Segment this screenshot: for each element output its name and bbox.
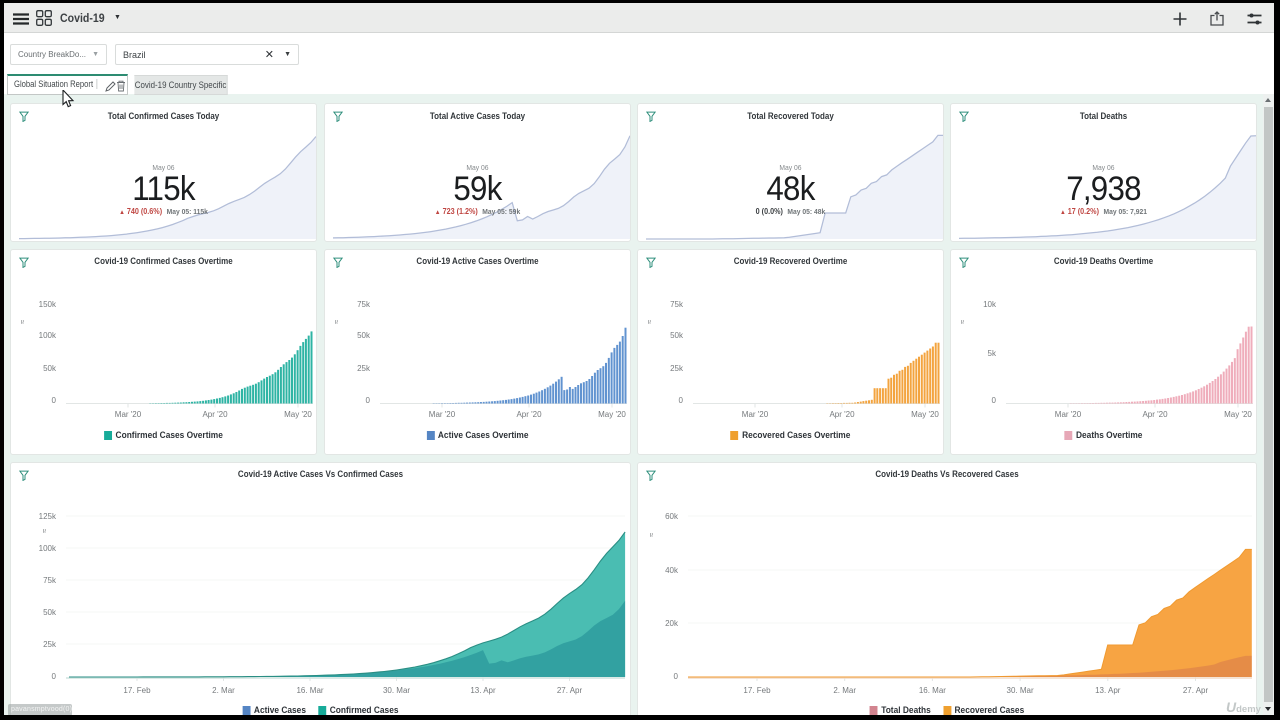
svg-text:13. Apr: 13. Apr <box>1095 686 1121 695</box>
svg-text:27. Apr: 27. Apr <box>1183 686 1209 695</box>
svg-text:10k: 10k <box>983 300 997 309</box>
svg-text:≈: ≈ <box>40 528 49 533</box>
svg-text:40k: 40k <box>665 566 679 575</box>
svg-text:0: 0 <box>52 672 57 681</box>
svg-text:75k: 75k <box>43 576 57 585</box>
svg-text:100k: 100k <box>39 544 57 553</box>
svg-text:50k: 50k <box>43 364 57 373</box>
svg-text:25k: 25k <box>43 640 57 649</box>
svg-text:30. Mar: 30. Mar <box>1007 686 1034 695</box>
svg-text:75k: 75k <box>670 300 684 309</box>
svg-text:0: 0 <box>679 396 684 405</box>
svg-text:25k: 25k <box>670 364 684 373</box>
svg-text:16. Mar: 16. Mar <box>296 686 323 695</box>
svg-text:2. Mar: 2. Mar <box>833 686 856 695</box>
svg-text:Mar '20: Mar '20 <box>742 410 769 419</box>
svg-text:17. Feb: 17. Feb <box>123 686 151 695</box>
svg-text:50k: 50k <box>670 331 684 340</box>
svg-text:0: 0 <box>674 672 679 681</box>
svg-text:50k: 50k <box>357 331 371 340</box>
svg-text:20k: 20k <box>665 619 679 628</box>
svg-text:May '20: May '20 <box>911 410 939 419</box>
svg-text:17. Feb: 17. Feb <box>743 686 771 695</box>
svg-text:Apr '20: Apr '20 <box>516 410 542 419</box>
svg-text:75k: 75k <box>357 300 371 309</box>
svg-text:May '20: May '20 <box>1224 410 1252 419</box>
svg-text:25k: 25k <box>357 364 371 373</box>
svg-text:Apr '20: Apr '20 <box>829 410 855 419</box>
svg-text:≈: ≈ <box>645 319 654 324</box>
svg-text:0: 0 <box>366 396 371 405</box>
svg-text:≈: ≈ <box>18 319 27 324</box>
svg-text:100k: 100k <box>39 331 57 340</box>
svg-text:5k: 5k <box>988 349 997 358</box>
svg-text:May '20: May '20 <box>598 410 626 419</box>
svg-text:27. Apr: 27. Apr <box>557 686 583 695</box>
svg-text:16. Mar: 16. Mar <box>919 686 946 695</box>
svg-text:Apr '20: Apr '20 <box>202 410 228 419</box>
svg-text:Mar '20: Mar '20 <box>115 410 142 419</box>
svg-text:≈: ≈ <box>332 319 341 324</box>
svg-text:150k: 150k <box>39 300 57 309</box>
svg-text:125k: 125k <box>39 512 57 521</box>
svg-text:2. Mar: 2. Mar <box>212 686 235 695</box>
svg-text:≈: ≈ <box>647 532 656 537</box>
svg-text:Mar '20: Mar '20 <box>429 410 456 419</box>
svg-text:Apr '20: Apr '20 <box>1142 410 1168 419</box>
svg-text:May '20: May '20 <box>284 410 312 419</box>
svg-text:60k: 60k <box>665 512 679 521</box>
svg-text:13. Apr: 13. Apr <box>470 686 496 695</box>
svg-text:Mar '20: Mar '20 <box>1055 410 1082 419</box>
svg-text:0: 0 <box>992 396 997 405</box>
svg-text:0: 0 <box>52 396 57 405</box>
svg-text:≈: ≈ <box>958 319 967 324</box>
svg-text:30. Mar: 30. Mar <box>383 686 410 695</box>
svg-text:50k: 50k <box>43 608 57 617</box>
